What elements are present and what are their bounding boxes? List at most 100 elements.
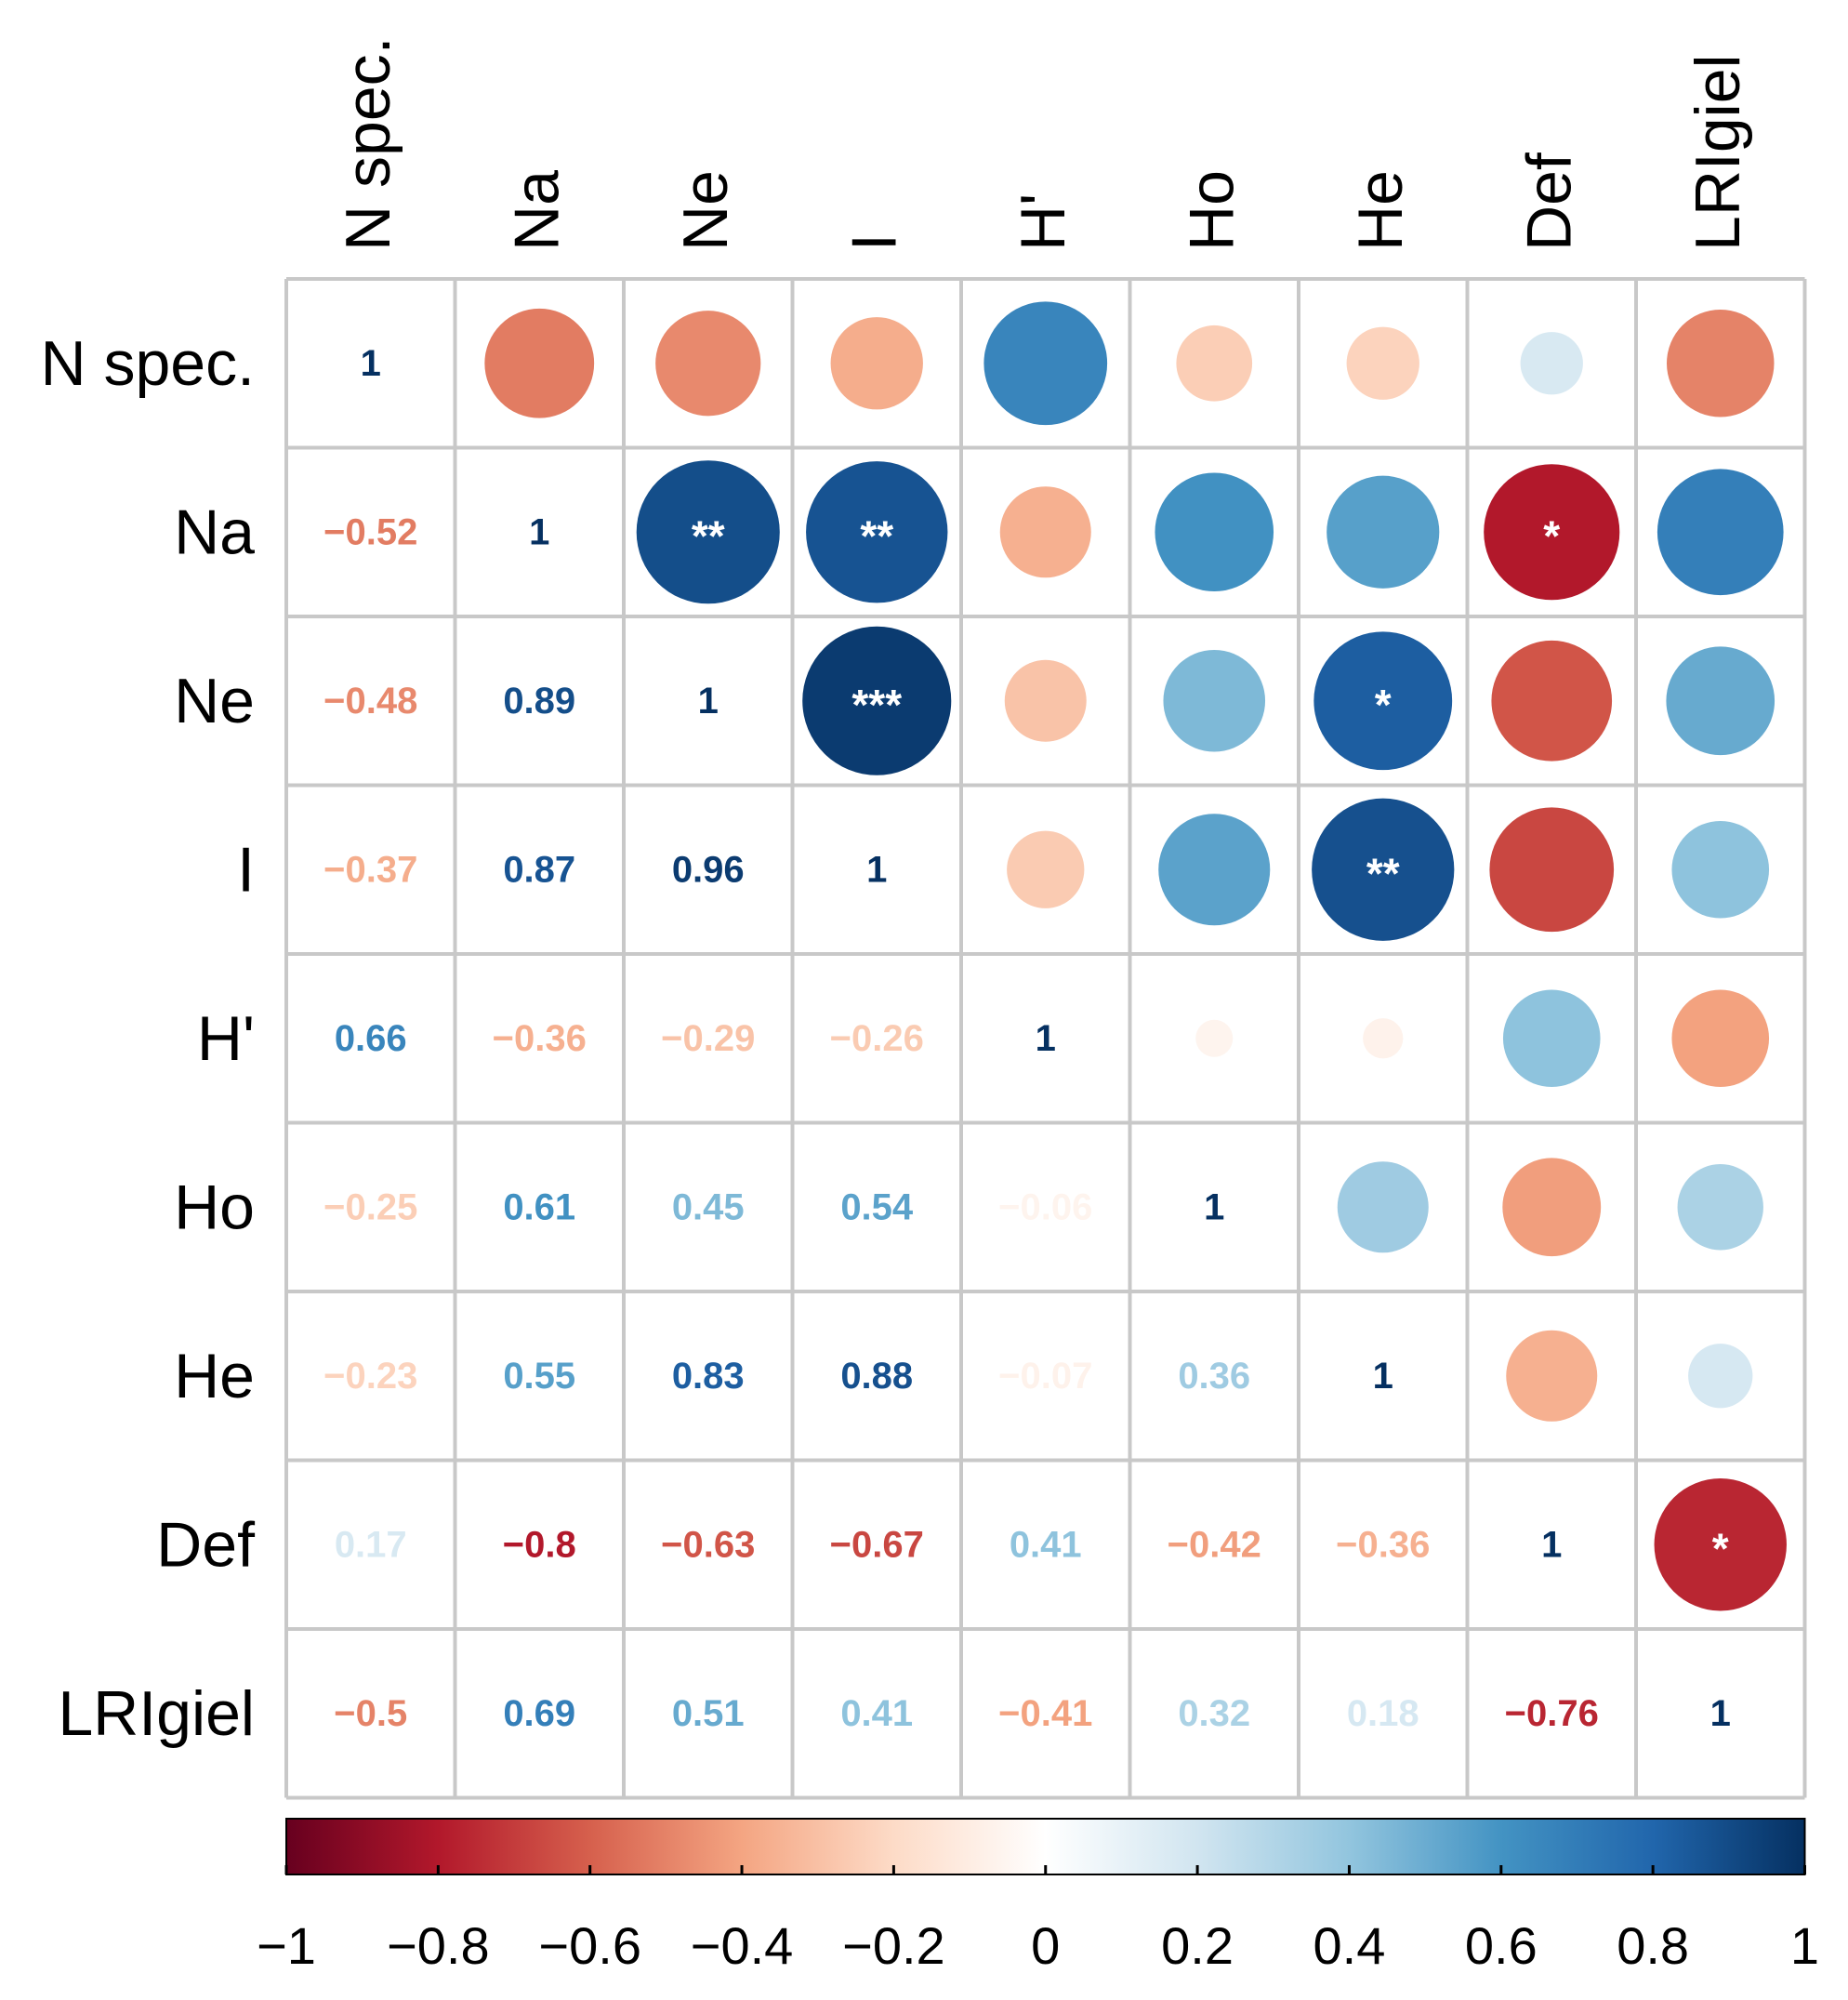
correlation-circle-ho-he [1337,1161,1429,1253]
correlation-circle-h-ho [1195,1019,1234,1057]
correlation-circle-i-def [1489,807,1615,933]
column-label-he: He [1345,170,1416,251]
correlation-circle-ne-he [1313,631,1453,771]
coefficient-label-lrigiel-ho: 0.32 [1178,1693,1250,1734]
significance-marker-i-he: ** [1366,849,1400,897]
coefficient-label-h-n-spec: 0.66 [335,1018,407,1059]
coefficient-label-i-ne: 0.96 [672,849,745,890]
correlation-circle-ne-ho [1163,649,1266,752]
row-label-na: Na [174,497,255,567]
coefficient-label-ho-ho: 1 [1204,1186,1224,1227]
coefficient-label-def-def: 1 [1541,1524,1562,1565]
coefficient-label-ho-i: 0.54 [840,1186,914,1227]
correlation-circle-na-i [806,461,948,603]
correlation-circle-n-spec-ne [655,311,761,417]
correlation-circle-i-he [1312,798,1455,941]
column-label-ne: Ne [670,170,741,251]
column-label-i: I [838,233,909,251]
coefficient-label-na-n-spec: −0.52 [323,511,417,552]
column-label-h: H' [1008,193,1078,251]
significance-marker-ne-i: *** [851,681,902,729]
colorbar-tick-label: −1 [257,1916,316,1975]
coefficient-label-he-i: 0.88 [840,1356,913,1397]
coefficient-label-ho-ne: 0.45 [672,1186,745,1227]
correlation-circle-ne-h [1004,659,1087,742]
row-label-h: H' [197,1003,255,1074]
coefficient-label-ho-na: 0.61 [503,1186,575,1227]
coefficient-label-def-h: 0.41 [1010,1524,1082,1565]
correlation-circle-h-def [1502,989,1601,1088]
correlation-circle-na-ne [636,460,780,604]
colorbar-tick-label: 0.4 [1313,1916,1386,1975]
coefficient-label-lrigiel-lrigiel: 1 [1710,1693,1731,1734]
coefficient-label-def-he: −0.36 [1336,1524,1430,1565]
correlation-circle-n-spec-def [1520,332,1583,395]
coefficient-label-h-h: 1 [1036,1018,1056,1059]
correlation-circle-n-spec-lrigiel [1666,309,1775,417]
correlation-circle-n-spec-he [1346,326,1419,400]
coefficient-label-def-i: −0.67 [830,1524,924,1565]
coefficient-label-ho-n-spec: −0.25 [323,1186,417,1227]
correlation-circle-h-he [1363,1018,1404,1059]
correlation-circle-na-he [1327,475,1440,589]
correlation-circle-i-ho [1158,814,1271,926]
coefficient-label-i-i: 1 [866,849,887,890]
colorbar-tick-label: −0.8 [387,1916,490,1975]
coefficient-label-lrigiel-ne: 0.51 [672,1693,745,1734]
coefficient-label-he-he: 1 [1373,1356,1393,1397]
correlation-circle-n-spec-ho [1176,325,1253,402]
correlation-circle-he-def [1506,1330,1598,1422]
significance-marker-na-i: ** [860,511,893,560]
column-label-ho: Ho [1176,170,1247,251]
correlation-circle-i-h [1007,830,1085,908]
row-label-he: He [174,1341,255,1411]
colorbar-tick-label: −0.6 [538,1916,641,1975]
column-label-def: Def [1513,152,1584,251]
correlation-circle-n-spec-h [983,301,1108,426]
correlation-circle-h-lrigiel [1671,989,1770,1088]
correlation-circle-ne-lrigiel [1666,646,1775,756]
coefficient-label-lrigiel-def: −0.76 [1505,1693,1599,1734]
correlation-circle-na-h [999,486,1091,578]
matrix-grid [284,277,1807,1800]
correlation-circle-he-lrigiel [1688,1344,1753,1409]
colorbar-tick-label: −0.2 [842,1916,945,1975]
coefficient-label-ho-h: −0.06 [998,1186,1092,1227]
column-label-lrigiel: LRIgiel [1683,54,1753,251]
coefficient-label-he-na: 0.55 [503,1356,575,1397]
coefficient-label-na-na: 1 [529,511,549,552]
significance-marker-ne-he: * [1375,681,1392,729]
coefficient-label-h-i: −0.26 [830,1018,924,1059]
colorbar-tick-label: −0.4 [691,1916,794,1975]
row-label-n-spec: N spec. [40,328,255,399]
coefficient-label-ne-n-spec: −0.48 [323,681,417,722]
row-label-def: Def [156,1509,255,1580]
correlation-circle-ho-lrigiel [1677,1164,1763,1251]
matrix-marks: 1−0.52 1 ** ** *−0.48 0.89 1 *** *−0.37 0.87 0.96 1… [323,301,1787,1734]
correlation-circle-ne-i [802,626,952,775]
row-label-ne: Ne [174,666,255,736]
row-label-ho: Ho [174,1172,255,1242]
coefficient-label-lrigiel-he: 0.18 [1347,1693,1419,1734]
correlation-circle-i-lrigiel [1671,820,1770,919]
coefficient-label-lrigiel-h: −0.41 [998,1693,1092,1734]
colorbar-tick-label: 0.6 [1465,1916,1538,1975]
colorbar-tick-label: 0.8 [1617,1916,1689,1975]
significance-marker-na-ne: ** [692,511,725,560]
coefficient-label-def-ne: −0.63 [661,1524,755,1565]
coefficient-label-lrigiel-n-spec: −0.5 [334,1693,407,1734]
coefficient-label-lrigiel-na: 0.69 [503,1693,575,1734]
coefficient-label-he-h: −0.07 [998,1356,1092,1397]
colorbar-tick-label: 0.2 [1161,1916,1234,1975]
column-label-n-spec: N spec. [333,36,403,251]
significance-marker-def-lrigiel: * [1712,1524,1729,1572]
correlation-circle-na-def [1484,464,1620,601]
colorbar-tick-label: 0 [1031,1916,1060,1975]
correlation-circle-def-lrigiel [1654,1478,1787,1611]
coefficient-label-lrigiel-i: 0.41 [840,1693,913,1734]
coefficient-label-h-ne: −0.29 [661,1018,755,1059]
correlation-circle-ho-def [1502,1158,1602,1257]
column-label-na: Na [501,170,572,251]
coefficient-label-n-spec-n-spec: 1 [361,343,381,384]
